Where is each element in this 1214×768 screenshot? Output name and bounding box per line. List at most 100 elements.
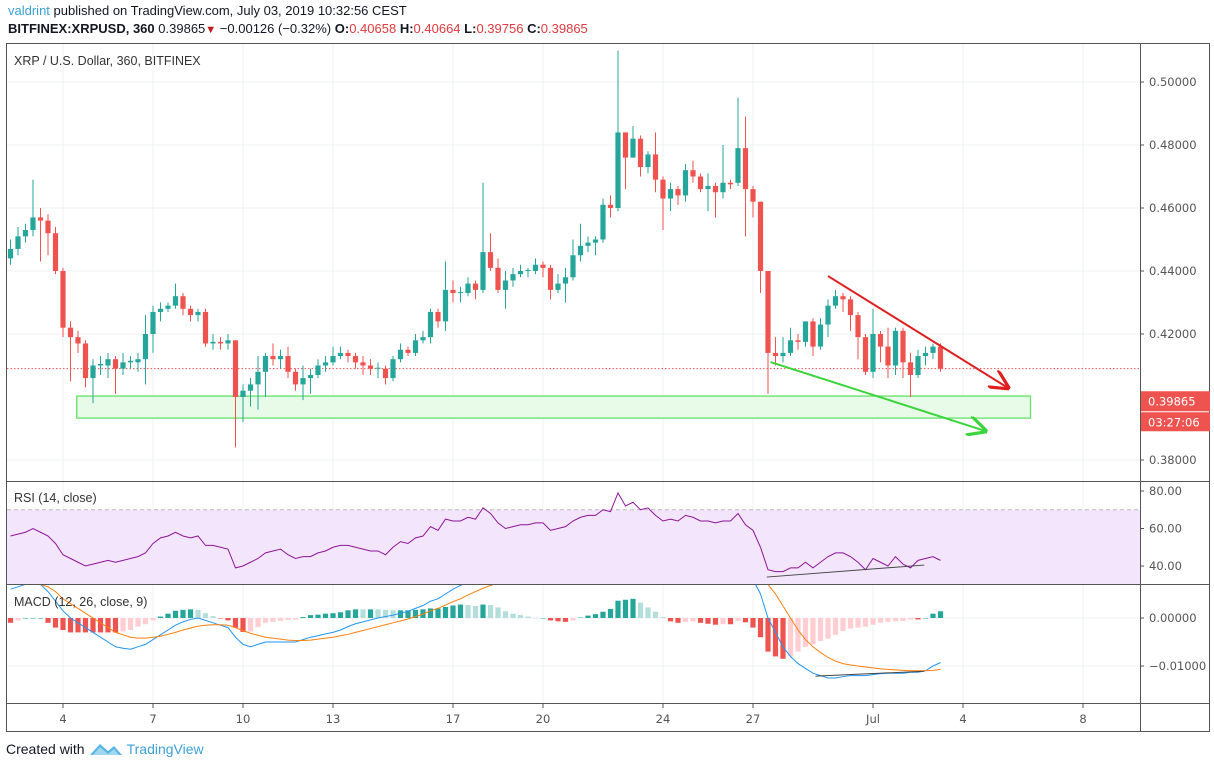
- time-axis-label: 4: [59, 712, 66, 726]
- candle-down: [877, 334, 884, 347]
- macd-histogram-bar: [105, 618, 111, 633]
- candle-up: [240, 390, 246, 397]
- candle-up: [915, 356, 921, 375]
- outer-border: [6, 43, 1210, 732]
- macd-divergence-line[interactable]: [815, 670, 925, 677]
- candle-up: [157, 308, 164, 312]
- macd-histogram-bar: [45, 618, 51, 623]
- macd-histogram-bar: [292, 618, 299, 620]
- candle-down: [757, 201, 764, 271]
- macd-histogram-bar: [217, 618, 224, 619]
- macd-histogram-bar: [172, 610, 179, 618]
- macd-axis-label: 0.00000: [1149, 611, 1197, 625]
- candle-up: [615, 132, 621, 208]
- candle-up: [667, 189, 674, 199]
- candle-down: [652, 154, 659, 180]
- candle-down: [52, 233, 59, 271]
- macd-histogram-bar: [90, 618, 96, 633]
- candle-up: [142, 334, 149, 360]
- time-axis-label: 27: [746, 712, 761, 726]
- macd-histogram-bar: [667, 618, 674, 622]
- triangle-down-icon: ▼: [205, 24, 217, 36]
- candle-up: [577, 245, 584, 256]
- macd-line: [10, 585, 941, 679]
- macd-histogram-bar: [802, 618, 809, 647]
- macd-histogram-bar: [135, 618, 141, 627]
- time-axis-label: 17: [446, 712, 461, 726]
- tradingview-link[interactable]: TradingView: [126, 741, 204, 757]
- macd-histogram-bar: [892, 618, 899, 622]
- candle-up: [585, 242, 591, 246]
- created-with-text: Created with: [6, 741, 85, 757]
- macd-histogram-bar: [735, 618, 741, 621]
- macd-histogram-bar: [900, 618, 906, 621]
- candle-up: [532, 264, 539, 271]
- macd-histogram-bar: [255, 618, 261, 628]
- macd-histogram-bar: [832, 618, 839, 635]
- chart-frame: [6, 43, 1210, 732]
- open-value: 0.40658: [349, 21, 397, 36]
- macd-histogram-bar: [465, 605, 471, 618]
- open-label: O:: [334, 21, 350, 36]
- macd-histogram-bar: [97, 618, 104, 633]
- candle-up: [817, 324, 824, 347]
- support-trendline[interactable]: [770, 361, 986, 431]
- macd-histogram-bar: [367, 609, 374, 618]
- macd-histogram-bar: [262, 618, 269, 623]
- candle-down: [727, 182, 734, 185]
- grid: [7, 44, 1140, 703]
- macd-histogram-bar: [412, 609, 419, 618]
- resistance-trendline[interactable]: [827, 275, 1008, 388]
- macd-histogram-bar: [532, 618, 539, 619]
- candle-down: [622, 132, 629, 158]
- macd-histogram-bar: [697, 618, 704, 623]
- candle-down: [795, 340, 801, 342]
- candle-up: [397, 349, 404, 360]
- candle-up: [150, 311, 156, 334]
- candle-down: [382, 368, 389, 379]
- candle-up: [480, 252, 486, 290]
- support-zone[interactable]: [76, 395, 1032, 419]
- macd-histogram-bar: [817, 618, 824, 642]
- macd-histogram-bar: [405, 610, 411, 618]
- candle-up: [390, 359, 396, 379]
- author-link[interactable]: valdrint: [8, 3, 50, 18]
- candle-up: [555, 283, 561, 290]
- time-axis-label: 10: [236, 712, 251, 726]
- candle-up: [465, 283, 471, 294]
- candle-up: [645, 154, 651, 168]
- price-axis-label: 0.46000: [1149, 201, 1197, 215]
- rsi-divergence-line[interactable]: [766, 564, 925, 578]
- countdown-label-box: [1141, 412, 1210, 432]
- axes[interactable]: 4 7 10 13 17 20 24 27 Jul 4 8 0.50000 0.48000 0.46000…: [59, 75, 1210, 726]
- macd-histogram-bar: [750, 618, 756, 628]
- last-price-label: 0.39865: [1148, 394, 1196, 408]
- macd-histogram-bar: [75, 618, 81, 633]
- macd-histogram-bar: [705, 618, 711, 624]
- macd-histogram-bar: [225, 618, 231, 621]
- candle-down: [750, 189, 756, 202]
- candle-up: [120, 362, 126, 369]
- macd-histogram-bar: [907, 618, 914, 620]
- candle-down: [495, 267, 501, 290]
- time-axis-label: 8: [1079, 712, 1086, 726]
- drawings[interactable]: [766, 275, 1008, 677]
- macd-histogram-bar: [690, 618, 696, 622]
- candle-down: [367, 365, 374, 369]
- rsi-pane-title: RSI (14, close): [14, 491, 97, 505]
- macd-histogram-bar: [232, 618, 239, 628]
- time-axis-label: 13: [326, 712, 341, 726]
- last-price-label-box: [1141, 391, 1210, 412]
- macd-histogram-bar: [825, 618, 831, 639]
- candle-down: [405, 349, 411, 353]
- candle-up: [322, 362, 329, 366]
- candle-up: [802, 321, 809, 342]
- candle-up: [97, 363, 104, 366]
- macd-histogram-bar: [457, 604, 464, 618]
- macd-histogram-bar: [645, 607, 651, 618]
- candle-down: [450, 289, 456, 294]
- candle-up: [210, 341, 216, 344]
- tradingview-logo-icon: [89, 744, 122, 755]
- macd-histogram-bar: [840, 618, 846, 631]
